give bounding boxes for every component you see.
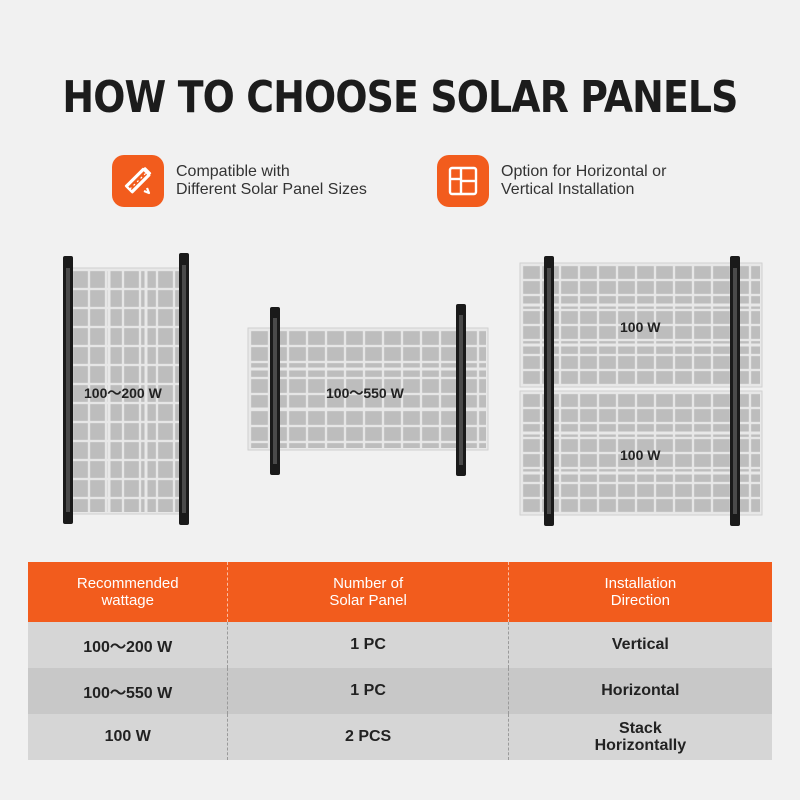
panel-illustrations (63, 253, 763, 526)
row-2-count: 1 PC (228, 668, 509, 714)
comparison-table: Recommended wattage Number of Solar Pane… (28, 562, 772, 760)
horizontal-panel (247, 327, 489, 451)
vertical-bracket-right (179, 253, 189, 525)
header-count-line-2: Solar Panel (329, 592, 407, 609)
stacked-panel-top (519, 262, 763, 388)
row-2-direction-text: Horizontal (601, 682, 680, 699)
horizontal-bracket-right (456, 304, 466, 476)
header-wattage-line-1: Recommended (76, 575, 179, 592)
row-3-direction-line-2: Horizontally (594, 737, 687, 754)
row-3-direction-line-1: Stack (619, 720, 662, 737)
layout-grid-icon (437, 155, 489, 207)
row-1-count: 1 PC (228, 622, 509, 668)
feature-compatible-line-2: Different Solar Panel Sizes (176, 181, 367, 198)
stacked-bracket-left (544, 256, 554, 526)
header-wattage-line-2: wattage (101, 592, 154, 609)
row-3-direction: Stack Horizontally (509, 714, 772, 760)
feature-installation-option: Option for Horizontal or Vertical Instal… (437, 155, 666, 207)
row-3-count: 2 PCS (228, 714, 509, 760)
header-direction-line-2: Direction (610, 592, 670, 609)
table-row: 100 W 2 PCS Stack Horizontally (28, 714, 772, 760)
table-header: Recommended wattage Number of Solar Pane… (28, 562, 772, 622)
vertical-panel (69, 267, 186, 515)
header-count-line-1: Number of (333, 575, 404, 592)
row-3-wattage: 100 W (28, 714, 229, 760)
feature-compatible-sizes: Compatible with Different Solar Panel Si… (112, 155, 367, 207)
header-wattage: Recommended wattage (28, 562, 229, 622)
header-direction: Installation Direction (509, 562, 772, 622)
feature-compatible-text: Compatible with Different Solar Panel Si… (176, 163, 367, 199)
row-2-wattage: 100～550 W (28, 668, 229, 714)
ruler-pencil-icon (112, 155, 164, 207)
horizontal-bracket-left (270, 307, 280, 475)
page-title: HOW TO CHOOSE SOLAR PANELS (62, 72, 738, 123)
row-1-direction-text: Vertical (611, 636, 669, 653)
stacked-bracket-right (730, 256, 740, 526)
header-count: Number of Solar Panel (228, 562, 509, 622)
stacked-bottom-label: 100 W (620, 447, 661, 463)
row-1-direction: Vertical (509, 622, 772, 668)
feature-installation-line-2: Vertical Installation (501, 181, 635, 198)
table-row: 100～200 W 1 PC Vertical (28, 622, 772, 668)
stacked-panel-bottom (519, 390, 763, 516)
header-direction-line-1: Installation (604, 575, 677, 592)
table-row: 100～550 W 1 PC Horizontal (28, 668, 772, 714)
feature-installation-line-1: Option for Horizontal or (501, 163, 667, 180)
vertical-bracket-left (63, 256, 73, 524)
row-1-wattage: 100～200 W (28, 622, 229, 668)
feature-compatible-line-1: Compatible with (176, 163, 290, 180)
horizontal-panel-label: 100～550 W (326, 385, 404, 401)
vertical-panel-label: 100～200 W (84, 385, 162, 401)
stacked-top-label: 100 W (620, 319, 661, 335)
feature-installation-text: Option for Horizontal or Vertical Instal… (501, 163, 666, 199)
row-2-direction: Horizontal (509, 668, 772, 714)
